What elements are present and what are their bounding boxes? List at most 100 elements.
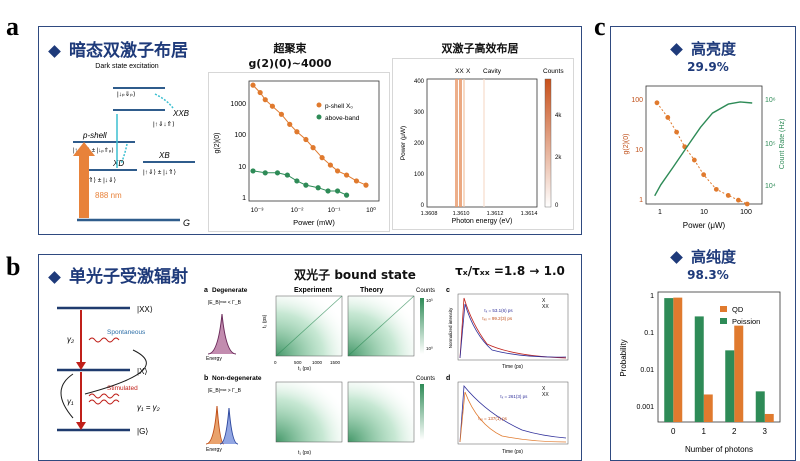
diamond-bullet-icon [48,44,61,58]
purity-xtick: 1 [702,427,707,436]
stimulated-emission-scheme: |XX⟩ |X⟩ |G⟩ γ₂ γ₁ Spontaneous Stimulate… [45,290,197,455]
bunching-point [257,89,263,96]
bunching-point [353,178,360,184]
lifetime-ratio: τₓ/τₓₓ =1.8 → 1.0 [455,264,565,278]
brightness-g2-point [744,201,750,207]
state-x: |X⟩ [137,367,148,376]
bunching-ylabel: g(2)(0) [214,132,221,153]
purity-bar-poission [725,350,735,422]
non-degenerate-label: Non-degenerate [212,375,262,382]
xd-state: |↑⇑⟩ ± |↓⇓⟩ [83,176,116,184]
purity-ytick-1: 1 [650,293,654,300]
brightness-g2-point [665,115,671,120]
efficient-xlabel: Photon energy (eV) [452,218,513,225]
cb-a-tick-3: 10³ [426,298,433,303]
brightness-g2-point [654,100,660,106]
gamma1-label: γ₁ [67,397,74,406]
purity-ylabel: Probability [619,339,628,376]
purity-bar-poission [755,391,765,422]
efficient-ytick-400: 400 [414,79,425,85]
row-b-label: b [204,375,208,382]
condition-a: |E_B|ᵐᵃˣ < Γ_B [208,300,242,306]
t2-label-a: t₂ (ps) [262,314,268,328]
t1-label-a: t₁ (ps) [298,366,311,372]
degenerate-label: Degenerate [212,287,248,294]
bunching-xtick-2: 10⁻² [291,207,305,214]
purity-legend-qd: QD [732,305,744,314]
bunching-ytick-100: 100 [234,132,246,139]
bunching-ytick-1: 1 [242,195,246,202]
efficient-ytick-200: 200 [414,141,425,147]
brightness-ytick-r2: 10⁵ [765,141,776,148]
colorbar-2k: 2k [555,155,562,161]
brightness-value: 29.9% [687,60,729,74]
peak-x: X [466,68,471,75]
purity-ytick-0.1: 0.1 [644,330,654,337]
tick-a-1000: 1000 [312,360,323,365]
purity-value: 98.3% [687,268,729,282]
efficient-ytick-300: 300 [414,110,425,116]
d-legend-xx: XX [542,392,549,398]
d-label: d [446,375,450,382]
bunching-point [250,82,256,88]
diamond-bullet-icon [670,43,683,56]
bunching-point [303,182,309,188]
bunching-point [334,168,341,174]
bunching-point [343,172,350,178]
experiment-label: Experiment [294,287,333,294]
xb-state: |↑⇓⟩ ± |↓⇑⟩ [143,168,176,176]
bunching-xtick-1: 10⁻³ [251,207,265,214]
efficient-xtick-1: 1.3608 [421,211,438,217]
panel-b-title-text: 单光子受激辐射 [69,267,188,287]
bunching-chart-svg: g(2)(0) Power (mW) 1000 100 10 1 10⁻³ 10… [214,80,380,227]
brightness-title-text: 高亮度 [691,40,737,58]
brightness-marks [654,100,753,207]
bunching-xtick-3: 10⁻¹ [328,207,342,214]
purity-legend-poission: Poission [732,317,760,326]
xx-state2-label: |↑⇓↓⇑⟩ [153,120,175,128]
cb-a-tick-0: 10⁰ [426,346,433,351]
peak-xx: XX [455,68,464,75]
purity-chart: Probability Number of photons 1 0.1 0.01… [616,286,791,456]
dark-state-level-diagram: Dark state excitation |↓ₚ⇓ₚ⟩ |↑⇓↓⇑⟩ XXB … [55,58,200,228]
bunching-xlabel: Power (mW) [293,218,335,227]
d-legend-x: X [542,386,546,392]
brightness-g2-point [713,186,719,192]
purity-bar-poission [694,316,704,422]
bunching-point [310,145,316,151]
purity-marks: 0 1 2 3 [664,297,774,436]
brightness-g2-point [735,197,741,203]
peak-cavity: Cavity [483,68,502,75]
bunching-point [262,170,268,176]
ground-label: G [183,218,190,228]
brightness-chart-svg: g(2)(0) Count Rate (Hz) Power (μW) 100 1… [623,85,786,230]
purity-xlabel: Number of photons [685,445,753,454]
brightness-g2-point [725,193,731,198]
brightness-xtick-100: 100 [740,209,752,216]
brightness-ytick-100: 100 [631,97,643,104]
c-label: c [446,287,450,294]
energy-label-a: Energy [206,356,222,362]
brightness-g2-fit [656,102,748,205]
bound-state-heading: 双光子 bound state [294,268,416,282]
scheme-svg: |XX⟩ |X⟩ |G⟩ γ₂ γ₁ Spontaneous Stimulate… [57,305,160,436]
bunching-heading: 超聚束 [273,42,307,55]
bunching-point [274,170,281,176]
bunching-point [363,182,369,188]
bunching-legend-aboveband: above-band [325,115,360,122]
bunching-legend-pshell: p-shell X₀ [325,103,353,110]
level-diagram-header: Dark state excitation [95,63,159,70]
purity-title: 高纯度 [670,246,736,267]
brightness-ytick-1: 1 [639,197,643,204]
efficient-map-svg: XX X Cavity Power (μW) Photon energy (eV… [400,68,564,225]
state-xx: |XX⟩ [137,305,153,314]
c-ylabel: Normalized intensity [448,307,453,348]
bunching-ytick-10: 10 [238,164,246,171]
bunching-point [294,129,300,135]
stimulated-label: Stimulated [107,385,138,392]
t1-label-b: t₁ (ps) [298,450,311,456]
tick-a-500: 500 [294,360,302,365]
xb-label: XB [158,151,170,160]
bunching-point [278,111,285,117]
bunching-fit-line-1 [252,170,347,196]
